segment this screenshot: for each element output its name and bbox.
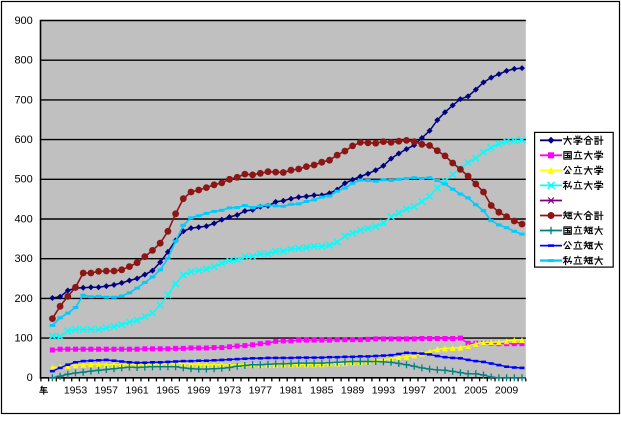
- svg-text:1961: 1961: [125, 385, 149, 397]
- svg-text:1969: 1969: [187, 385, 211, 397]
- svg-text:1953: 1953: [64, 385, 88, 397]
- svg-text:400: 400: [14, 213, 32, 225]
- svg-text:700: 700: [14, 94, 32, 106]
- svg-text:900: 900: [14, 15, 32, 27]
- svg-text:1997: 1997: [403, 385, 427, 397]
- svg-text:600: 600: [14, 134, 32, 146]
- svg-text:1973: 1973: [218, 385, 242, 397]
- svg-text:1981: 1981: [279, 385, 303, 397]
- svg-text:2009: 2009: [495, 385, 519, 397]
- svg-text:1993: 1993: [372, 385, 396, 397]
- svg-text:1957: 1957: [95, 385, 119, 397]
- svg-text:800: 800: [14, 55, 32, 67]
- svg-text:200: 200: [14, 293, 32, 305]
- svg-text:1977: 1977: [249, 385, 273, 397]
- svg-text:2001: 2001: [433, 385, 457, 397]
- svg-text:500: 500: [14, 174, 32, 186]
- svg-text:2005: 2005: [464, 385, 488, 397]
- svg-text:1989: 1989: [341, 385, 365, 397]
- svg-text:100: 100: [14, 333, 32, 345]
- svg-text:300: 300: [14, 253, 32, 265]
- svg-text:1965: 1965: [156, 385, 180, 397]
- svg-text:1985: 1985: [310, 385, 334, 397]
- svg-text:0: 0: [27, 372, 33, 384]
